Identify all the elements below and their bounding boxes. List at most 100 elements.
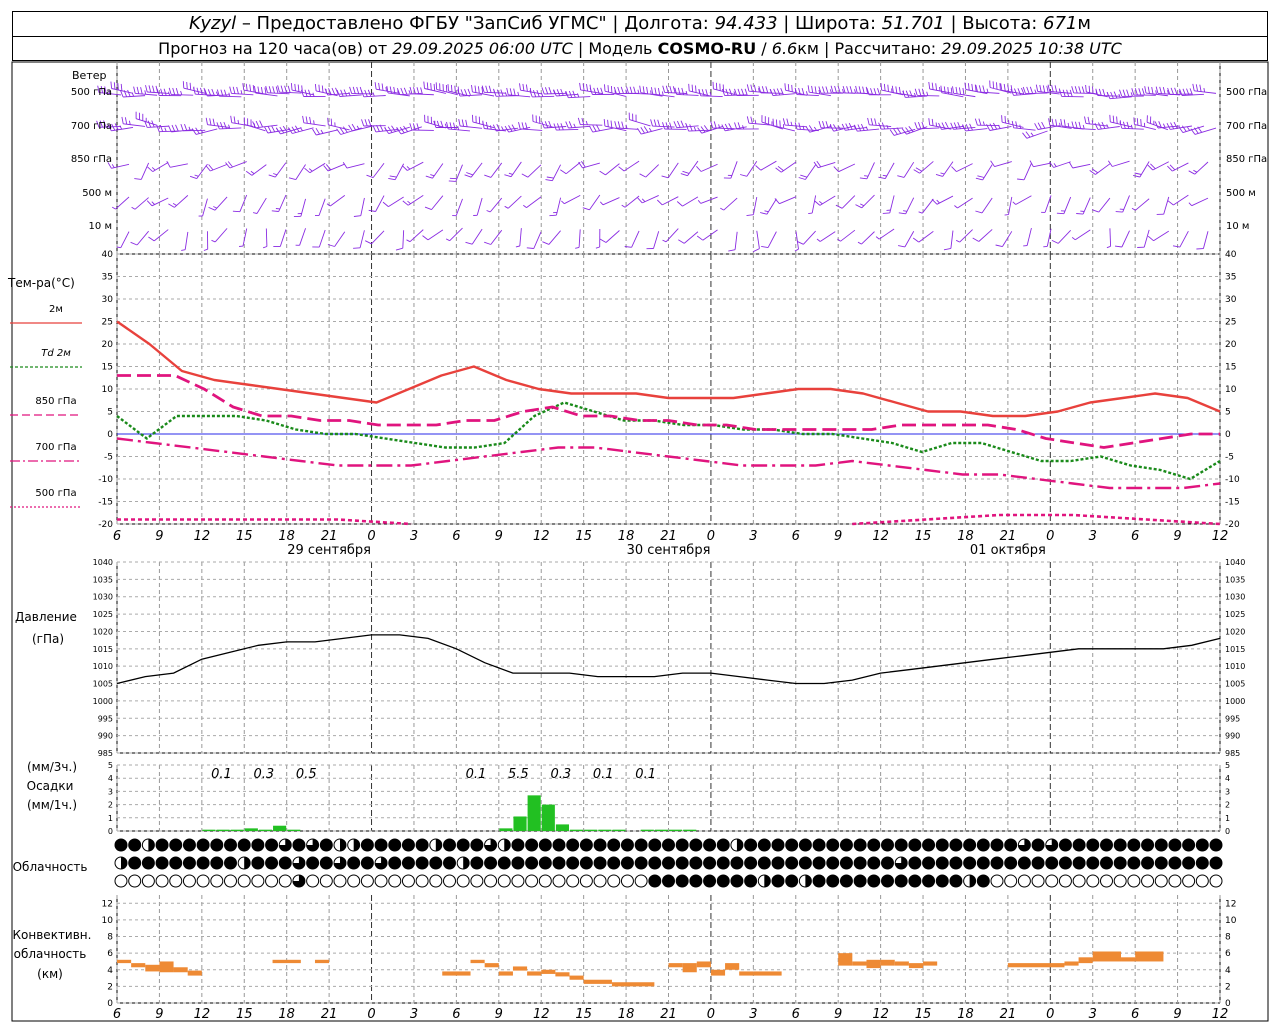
wind-barb-flag [902, 90, 906, 98]
wind-barb-flag [511, 124, 516, 131]
cloud-circle [415, 856, 429, 870]
wind-barb-staff [334, 231, 346, 247]
wind-barb-flag [855, 204, 863, 209]
wind-barb-flag [676, 120, 681, 128]
wind-barb-staff [982, 164, 993, 181]
altitude-value: 671 [1043, 13, 1078, 34]
wind-barb-staff [700, 196, 718, 204]
cloud-cover-icon [292, 874, 306, 888]
convective-cloud-bar [1007, 963, 1065, 968]
cloud-circle [552, 838, 566, 852]
wind-barb-flag [761, 245, 769, 249]
latitude-label: | Широта: [777, 13, 882, 34]
wind-level-right: 850 гПа [1226, 154, 1267, 165]
wind-barb-flag [541, 87, 545, 95]
wind-barb-staff [1095, 163, 1111, 175]
cloud-circle [1072, 856, 1086, 870]
precip-bar [654, 829, 668, 831]
wind-level-left: 700 гПа [71, 121, 112, 132]
cloud-cover-icon [1017, 874, 1031, 888]
cloud-circle [484, 874, 498, 888]
bottom-hour-label: 3 [410, 1007, 418, 1022]
cloud-cover-icon [141, 856, 155, 870]
pres-ytick-left: 1030 [93, 593, 113, 602]
cloud-circle [689, 874, 703, 888]
model-res-unit: км [797, 39, 819, 58]
wind-barb-flag [211, 239, 216, 243]
cloud-circle [1209, 856, 1223, 870]
cloud-cover-icon [484, 856, 498, 870]
wind-barb-flag [488, 85, 492, 93]
wind-barb-flag [367, 89, 372, 97]
wind-barb-staff [1134, 123, 1156, 130]
temp-hour-label: 3 [1089, 529, 1097, 544]
cloud-cover-icon [1100, 856, 1113, 870]
wind-barb-flag [903, 210, 908, 212]
temp-hour-label: 9 [834, 529, 842, 544]
wind-barb-flag [171, 124, 176, 132]
wind-barb-flag [975, 177, 983, 181]
wind-barb-staff [604, 125, 627, 132]
wind-title: Ветер [72, 69, 106, 82]
wind-barb-flag [1049, 161, 1054, 168]
wind-barb-flag [721, 124, 726, 132]
cloud-circle [470, 874, 484, 888]
wind-barb-flag [1106, 92, 1111, 99]
cloud-circle [1182, 856, 1196, 870]
wind-barb-flag [504, 174, 512, 178]
wind-barb-staff [1179, 230, 1189, 248]
temp-ytick-left: 20 [102, 340, 114, 350]
wind-barb-flag [867, 117, 870, 125]
temp-hour-label: 0 [367, 529, 375, 544]
wind-barb-flag [752, 248, 760, 253]
wind-barb-flag [521, 122, 525, 130]
wind-barb-flag [1048, 118, 1051, 126]
wind-barb-flag [342, 126, 348, 133]
cloud-circle [689, 838, 703, 852]
wind-barb-flag [225, 162, 231, 169]
cloud-cover-icon [210, 838, 224, 852]
wind-barb-flag [891, 85, 894, 93]
wind-barb-flag [481, 85, 485, 93]
wind-barb-flag [691, 84, 694, 92]
wind-barb-flag [474, 85, 477, 93]
cloud-cover-icon [935, 856, 949, 870]
cloud-cover-icon [744, 838, 758, 852]
outer-frame [11, 61, 1269, 1022]
wind-barb-flag [1074, 121, 1078, 129]
wind-barb-staff [455, 198, 463, 216]
wind-barb-staff [533, 231, 542, 249]
convective-cloud-bar [668, 963, 683, 968]
wind-barb-flag [943, 247, 951, 251]
wind-barb-flag [396, 88, 401, 95]
wind-barb-flag [685, 90, 688, 96]
cloud-circle [128, 856, 142, 870]
wind-barb-flag [368, 119, 372, 127]
wind-barb-flag [794, 248, 799, 252]
temp-hour-label: 9 [1173, 529, 1181, 544]
wind-barb-flag [572, 90, 576, 98]
cloud-circle [579, 874, 593, 888]
wind-barb-flag [928, 81, 931, 90]
cloud-cover-icon [114, 856, 128, 870]
wind-barb-flag [599, 170, 606, 176]
wind-barb-flag [665, 122, 669, 130]
convective-cloud-bar [1064, 961, 1079, 966]
cloud-cover-icon [470, 838, 484, 852]
wind-barb-staff [1112, 160, 1130, 167]
cloud-circle [1127, 838, 1141, 852]
wind-barb-staff [214, 196, 228, 211]
convective-cloud-bar [1078, 957, 1093, 964]
wind-barb-flag [665, 85, 669, 93]
temp-ytick-right: -20 [1225, 520, 1240, 530]
cloud-circle [210, 874, 224, 888]
pres-ytick-right: 1025 [1225, 610, 1245, 619]
wind-barb-flag [761, 86, 765, 94]
wind-barb-flag [1174, 87, 1178, 95]
wind-barb-flag [272, 86, 275, 94]
wind-barb-flag [1189, 88, 1193, 96]
cloud-cover-icon [1072, 838, 1086, 852]
wind-barb-flag [918, 88, 922, 96]
wind-barb-flag [403, 87, 408, 95]
cloud-circle [1045, 856, 1059, 870]
